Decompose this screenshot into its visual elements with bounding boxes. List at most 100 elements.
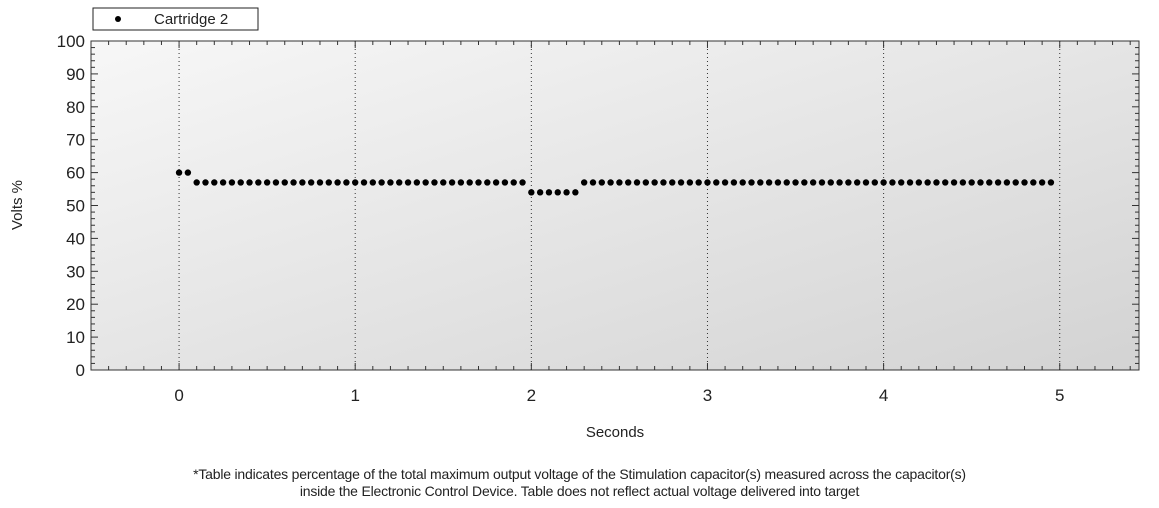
- data-point: [396, 179, 403, 186]
- y-tick-label: 50: [66, 197, 85, 216]
- data-point: [889, 179, 896, 186]
- data-point: [704, 179, 711, 186]
- data-point: [422, 179, 429, 186]
- data-point: [466, 179, 473, 186]
- data-point: [748, 179, 755, 186]
- data-point: [950, 179, 958, 186]
- data-point: [431, 179, 438, 186]
- data-point: [360, 179, 368, 186]
- data-point: [871, 179, 878, 186]
- data-point: [809, 179, 817, 186]
- data-point: [519, 179, 526, 186]
- data-point: [528, 189, 535, 196]
- data-point: [774, 179, 782, 186]
- data-point: [563, 189, 570, 196]
- y-tick-label: 40: [66, 229, 85, 248]
- x-axis-title: Seconds: [586, 424, 644, 441]
- y-tick-label: 90: [66, 65, 85, 84]
- data-point: [933, 179, 940, 186]
- data-point: [677, 179, 685, 186]
- data-point: [942, 179, 949, 186]
- data-point: [492, 179, 500, 186]
- data-point: [343, 179, 350, 186]
- y-tick-label: 60: [66, 164, 85, 183]
- y-tick-label: 0: [76, 361, 85, 380]
- minor-ticks: [90, 41, 1139, 370]
- data-point: [959, 179, 967, 186]
- data-point: [880, 179, 887, 186]
- data-point: [986, 179, 993, 186]
- y-tick-labels: 0 10 20 30 40 50 60 70 80 90 100: [57, 32, 85, 380]
- data-point: [307, 179, 315, 186]
- data-point: [968, 179, 975, 186]
- data-point: [1012, 179, 1019, 186]
- x-tick-label: 2: [527, 386, 536, 405]
- data-point: [765, 179, 773, 186]
- data-point: [1003, 179, 1011, 186]
- data-point: [554, 189, 561, 196]
- data-point: [299, 179, 306, 186]
- x-tick-label: 5: [1055, 386, 1064, 405]
- data-point: [580, 179, 588, 186]
- data-point: [713, 179, 720, 186]
- data-point: [457, 179, 465, 186]
- data-point: [484, 179, 491, 186]
- data-point: [193, 179, 200, 186]
- data-point: [633, 179, 641, 186]
- data-point: [1030, 179, 1037, 186]
- data-point: [334, 179, 341, 186]
- data-point: [625, 179, 632, 186]
- data-point: [228, 179, 236, 186]
- data-point: [862, 179, 870, 186]
- data-point: [501, 179, 509, 186]
- data-point: [660, 179, 667, 186]
- data-point: [845, 179, 852, 186]
- data-point: [219, 179, 227, 186]
- x-tick-labels: 0 1 2 3 4 5: [174, 386, 1064, 405]
- data-point: [325, 179, 332, 186]
- footnote: *Table indicates percentage of the total…: [0, 466, 1159, 500]
- grid-lines: [178, 41, 1061, 370]
- data-point: [263, 179, 271, 186]
- data-point: [413, 179, 421, 186]
- data-point: [1038, 179, 1046, 186]
- x-tick-label: 4: [879, 386, 888, 405]
- data-point: [977, 179, 984, 186]
- data-point: [352, 179, 359, 186]
- data-point: [598, 179, 605, 186]
- data-point: [827, 179, 834, 186]
- major-ticks: [91, 40, 1139, 371]
- data-point: [545, 189, 553, 196]
- data-point: [757, 179, 764, 186]
- data-point: [783, 179, 790, 186]
- data-point: [175, 169, 183, 176]
- data-point: [792, 179, 799, 186]
- legend-label: Cartridge 2: [154, 11, 228, 28]
- data-point: [739, 179, 746, 186]
- legend: Cartridge 2: [92, 7, 259, 31]
- y-tick-label: 20: [66, 295, 85, 314]
- data-point: [730, 179, 738, 186]
- data-point: [686, 179, 694, 186]
- data-point: [669, 179, 676, 186]
- data-point: [510, 179, 517, 186]
- y-tick-label: 80: [66, 98, 85, 117]
- data-point: [607, 179, 614, 186]
- data-point: [211, 179, 218, 186]
- data-point: [316, 179, 324, 186]
- data-point: [378, 179, 385, 186]
- footnote-line-2: inside the Electronic Control Device. Ta…: [299, 483, 860, 499]
- x-tick-label: 0: [174, 386, 183, 405]
- data-point: [387, 179, 394, 186]
- data-point: [281, 179, 288, 186]
- data-point: [836, 179, 843, 186]
- data-point: [642, 179, 650, 186]
- data-point: [290, 179, 297, 186]
- y-axis-title: Volts %: [9, 180, 26, 230]
- y-tick-label: 10: [66, 328, 85, 347]
- footnote-line-1: *Table indicates percentage of the total…: [193, 466, 966, 482]
- y-tick-label: 100: [57, 32, 85, 51]
- y-tick-label: 30: [66, 262, 85, 281]
- data-point: [246, 179, 253, 186]
- plot-area: [90, 40, 1140, 371]
